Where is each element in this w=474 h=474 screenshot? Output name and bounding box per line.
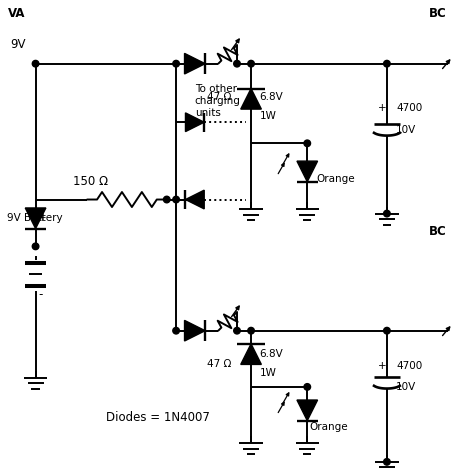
Text: +: + bbox=[38, 213, 46, 223]
Polygon shape bbox=[185, 190, 204, 209]
Polygon shape bbox=[297, 400, 318, 420]
Text: 9V: 9V bbox=[10, 38, 25, 51]
Circle shape bbox=[32, 60, 39, 67]
Text: To other
charging
units: To other charging units bbox=[195, 84, 241, 118]
Circle shape bbox=[173, 196, 179, 203]
Text: 1W: 1W bbox=[259, 110, 276, 120]
Text: 47 Ω: 47 Ω bbox=[207, 92, 231, 102]
Circle shape bbox=[383, 328, 390, 334]
Text: VA: VA bbox=[8, 8, 25, 20]
Circle shape bbox=[234, 60, 240, 67]
Text: 4700: 4700 bbox=[396, 103, 422, 113]
Polygon shape bbox=[241, 89, 261, 109]
Polygon shape bbox=[185, 113, 204, 132]
Text: 150 Ω: 150 Ω bbox=[73, 175, 108, 188]
Text: 10V: 10V bbox=[396, 382, 417, 392]
Text: +: + bbox=[302, 408, 311, 418]
Text: Orange: Orange bbox=[310, 422, 348, 432]
Text: 1W: 1W bbox=[259, 368, 276, 378]
Circle shape bbox=[304, 383, 310, 390]
Circle shape bbox=[248, 328, 255, 334]
Polygon shape bbox=[184, 320, 205, 341]
Polygon shape bbox=[241, 344, 261, 365]
Circle shape bbox=[164, 196, 170, 203]
Circle shape bbox=[32, 243, 39, 250]
Polygon shape bbox=[25, 208, 46, 228]
Text: -: - bbox=[38, 289, 42, 301]
Circle shape bbox=[173, 60, 179, 67]
Text: Diodes = 1N4007: Diodes = 1N4007 bbox=[106, 411, 210, 424]
Text: 6.8V: 6.8V bbox=[259, 349, 283, 359]
Polygon shape bbox=[184, 54, 205, 74]
Circle shape bbox=[173, 328, 179, 334]
Text: BC: BC bbox=[429, 8, 447, 20]
Text: 9V Battery: 9V Battery bbox=[8, 213, 63, 223]
Text: +: + bbox=[377, 361, 386, 371]
Text: 6.8V: 6.8V bbox=[259, 92, 283, 102]
Circle shape bbox=[383, 60, 390, 67]
Circle shape bbox=[383, 210, 390, 217]
Text: 47 Ω: 47 Ω bbox=[207, 359, 231, 369]
Text: BC: BC bbox=[429, 225, 447, 238]
Circle shape bbox=[304, 140, 310, 146]
Text: Orange: Orange bbox=[317, 174, 355, 184]
Polygon shape bbox=[297, 161, 318, 182]
Text: 4700: 4700 bbox=[396, 361, 422, 371]
Text: 10V: 10V bbox=[396, 125, 417, 135]
Circle shape bbox=[248, 60, 255, 67]
Circle shape bbox=[234, 328, 240, 334]
Text: +: + bbox=[377, 103, 386, 113]
Circle shape bbox=[383, 458, 390, 465]
